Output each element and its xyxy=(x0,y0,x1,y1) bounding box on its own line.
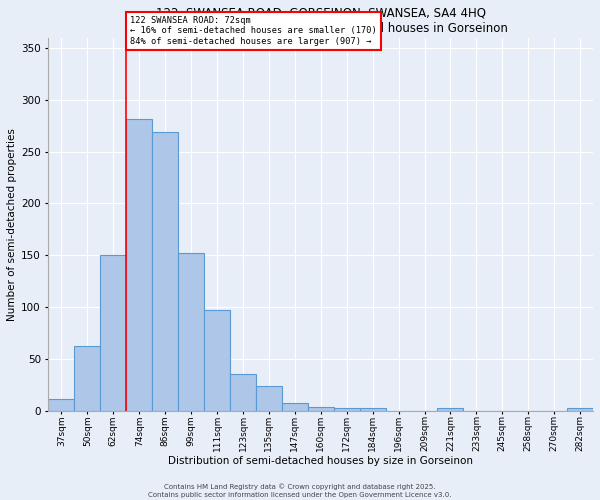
Text: 122 SWANSEA ROAD: 72sqm
← 16% of semi-detached houses are smaller (170)
84% of s: 122 SWANSEA ROAD: 72sqm ← 16% of semi-de… xyxy=(130,16,377,46)
Bar xyxy=(282,402,308,411)
Bar xyxy=(256,386,282,411)
Bar xyxy=(437,408,463,411)
Bar xyxy=(308,406,334,411)
Bar xyxy=(126,120,152,411)
Bar xyxy=(74,346,100,411)
Bar xyxy=(100,256,126,411)
Bar xyxy=(49,400,74,411)
Bar xyxy=(204,310,230,411)
Bar xyxy=(152,132,178,411)
Bar xyxy=(230,374,256,411)
Bar xyxy=(359,408,386,411)
Bar xyxy=(567,408,593,411)
Bar xyxy=(178,253,204,411)
Title: 122, SWANSEA ROAD, GORSEINON, SWANSEA, SA4 4HQ
Size of property relative to semi: 122, SWANSEA ROAD, GORSEINON, SWANSEA, S… xyxy=(134,7,508,35)
Y-axis label: Number of semi-detached properties: Number of semi-detached properties xyxy=(7,128,17,320)
X-axis label: Distribution of semi-detached houses by size in Gorseinon: Distribution of semi-detached houses by … xyxy=(168,456,473,466)
Text: Contains HM Land Registry data © Crown copyright and database right 2025.
Contai: Contains HM Land Registry data © Crown c… xyxy=(148,484,452,498)
Bar xyxy=(334,408,359,411)
